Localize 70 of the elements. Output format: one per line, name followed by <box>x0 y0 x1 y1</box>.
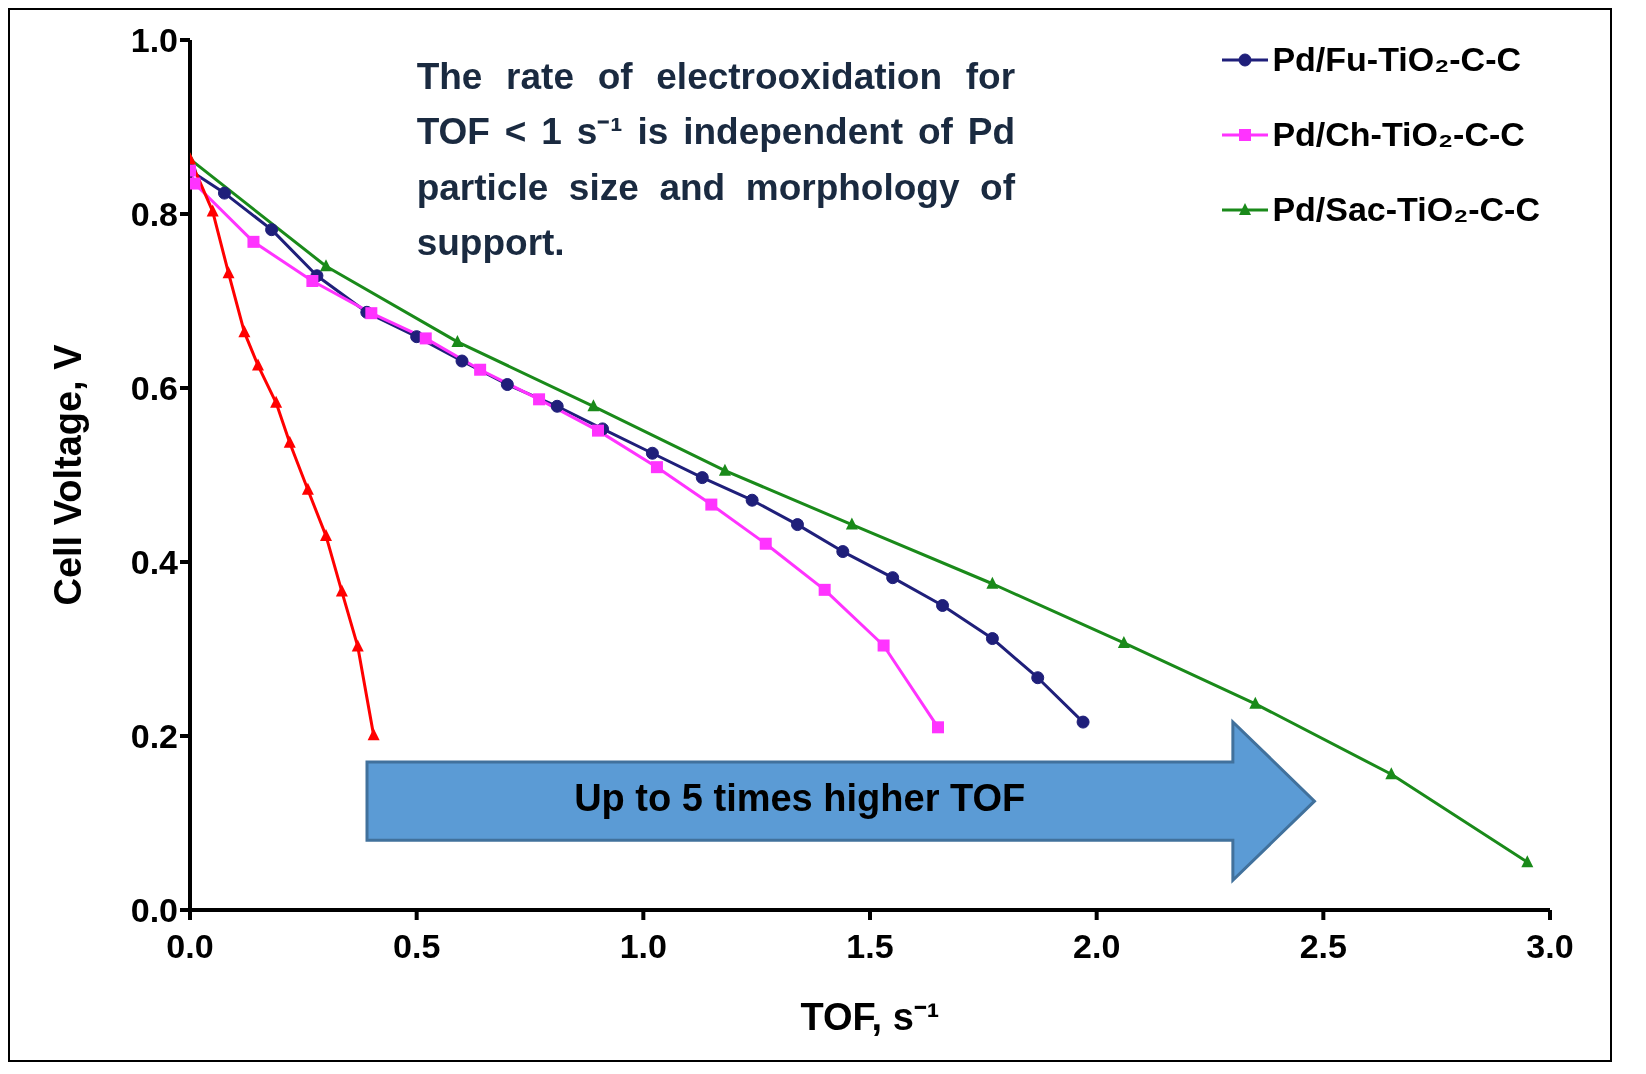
x-tick-label: 1.5 <box>846 927 894 966</box>
point <box>252 358 264 371</box>
point <box>1521 855 1534 868</box>
point <box>455 354 469 368</box>
point <box>718 463 731 476</box>
point <box>419 332 432 345</box>
y-tick-label: 0.4 <box>130 543 179 582</box>
point <box>222 266 235 279</box>
point <box>1117 635 1130 648</box>
point <box>836 545 850 559</box>
point <box>645 446 659 460</box>
point <box>247 235 260 248</box>
point <box>533 393 546 406</box>
point <box>265 223 279 237</box>
x-tick-label: 0.0 <box>166 927 214 966</box>
point <box>1076 715 1090 729</box>
point <box>705 498 718 511</box>
legend-label: Pd/Ch-TiO₂-C-C <box>1272 115 1525 154</box>
y-tick-label: 0.6 <box>130 369 178 408</box>
point <box>745 493 759 507</box>
point <box>270 395 283 408</box>
x-tick-label: 1.0 <box>619 927 667 966</box>
point <box>986 576 999 589</box>
legend-label: Pd/Fu-TiO₂-C-C <box>1272 40 1522 79</box>
point <box>238 325 251 338</box>
point <box>1031 671 1045 685</box>
point <box>451 334 464 347</box>
point <box>695 471 709 485</box>
x-axis-title: TOF, s⁻¹ <box>800 996 940 1038</box>
point <box>886 571 900 585</box>
point <box>351 639 364 652</box>
point <box>500 378 514 392</box>
point <box>936 599 950 612</box>
point <box>587 399 600 412</box>
point <box>365 307 378 320</box>
annotation: The rate of electrooxidation for TOF < 1 s⁻¹ is independent of Pd particle size and morphology of support. <box>416 54 1016 266</box>
x-tick-label: 0.5 <box>393 927 441 966</box>
legend-label: Pd/Sac-TiO₂-C-C <box>1272 190 1540 229</box>
point <box>320 259 332 272</box>
point <box>283 435 296 448</box>
point <box>206 204 219 217</box>
point <box>759 537 772 550</box>
point <box>877 639 890 652</box>
y-tick-label: 1.0 <box>130 21 178 60</box>
y-axis-title: Cell Voltage, V <box>47 343 90 606</box>
point <box>335 584 348 597</box>
point <box>650 461 663 474</box>
y-tick-label: 0.2 <box>130 717 178 756</box>
y-tick-label: 0.0 <box>130 891 178 930</box>
x-tick-label: 2.0 <box>1073 927 1121 966</box>
point <box>818 583 831 596</box>
point <box>550 399 564 413</box>
point <box>320 528 332 541</box>
annotation: Up to 5 times higher TOF <box>573 777 1027 821</box>
point <box>217 186 231 200</box>
point <box>190 177 201 190</box>
point <box>301 482 314 495</box>
point <box>985 632 999 646</box>
point <box>474 363 487 376</box>
point <box>1249 696 1262 709</box>
point <box>367 728 380 741</box>
y-tick-label: 0.8 <box>130 195 178 234</box>
x-tick-label: 2.5 <box>1299 927 1347 966</box>
point <box>845 517 858 530</box>
point <box>932 721 944 734</box>
x-tick-label: 3.0 <box>1526 927 1574 966</box>
point <box>790 518 804 532</box>
point <box>1385 767 1398 780</box>
point <box>592 424 604 437</box>
point <box>306 274 319 287</box>
